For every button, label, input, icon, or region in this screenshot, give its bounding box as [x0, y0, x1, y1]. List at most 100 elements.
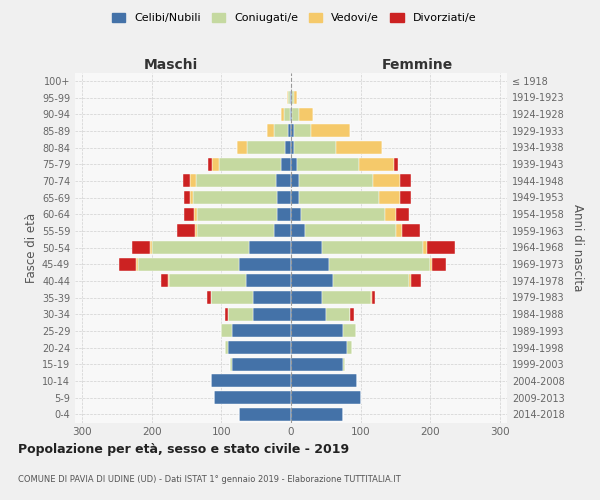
Bar: [291, 141, 295, 154]
Bar: [291, 341, 347, 354]
Bar: [277, 191, 291, 204]
Bar: [291, 241, 322, 254]
Bar: [161, 274, 169, 287]
Bar: [294, 91, 297, 104]
Bar: [385, 208, 395, 220]
Bar: [253, 308, 291, 320]
Bar: [212, 158, 218, 170]
Bar: [138, 258, 239, 270]
Bar: [305, 224, 395, 237]
Bar: [291, 391, 361, 404]
Bar: [211, 374, 291, 388]
Bar: [149, 241, 152, 254]
Bar: [291, 358, 343, 370]
Bar: [152, 241, 249, 254]
Bar: [132, 241, 149, 254]
Bar: [299, 174, 373, 188]
Bar: [196, 174, 275, 188]
Bar: [291, 374, 357, 388]
Bar: [236, 141, 247, 154]
Legend: Celibi/Nubili, Coniugati/e, Vedovi/e, Divorziati/e: Celibi/Nubili, Coniugati/e, Vedovi/e, Di…: [107, 8, 481, 28]
Bar: [284, 108, 290, 120]
Bar: [291, 124, 294, 138]
Bar: [291, 308, 326, 320]
Bar: [225, 341, 228, 354]
Bar: [373, 174, 400, 188]
Text: COMUNE DI PAVIA DI UDINE (UD) - Dati ISTAT 1° gennaio 2019 - Elaborazione TUTTIT: COMUNE DI PAVIA DI UDINE (UD) - Dati IST…: [18, 476, 401, 484]
Y-axis label: Fasce di età: Fasce di età: [25, 212, 38, 282]
Bar: [296, 158, 359, 170]
Bar: [136, 258, 138, 270]
Bar: [299, 191, 379, 204]
Bar: [427, 241, 455, 254]
Bar: [291, 408, 343, 420]
Bar: [274, 124, 287, 138]
Bar: [119, 258, 136, 270]
Bar: [400, 174, 411, 188]
Bar: [371, 291, 372, 304]
Bar: [184, 208, 194, 220]
Bar: [295, 141, 336, 154]
Bar: [311, 124, 350, 138]
Bar: [184, 191, 190, 204]
Bar: [333, 274, 409, 287]
Y-axis label: Anni di nascita: Anni di nascita: [571, 204, 584, 291]
Bar: [291, 258, 329, 270]
Bar: [291, 108, 292, 120]
Bar: [225, 308, 228, 320]
Bar: [403, 224, 420, 237]
Bar: [239, 408, 291, 420]
Bar: [239, 258, 291, 270]
Bar: [336, 141, 382, 154]
Bar: [208, 158, 212, 170]
Bar: [291, 274, 333, 287]
Bar: [253, 291, 291, 304]
Bar: [190, 191, 193, 204]
Bar: [329, 258, 430, 270]
Bar: [409, 274, 411, 287]
Bar: [287, 124, 291, 138]
Bar: [411, 274, 421, 287]
Bar: [247, 141, 286, 154]
Bar: [230, 358, 232, 370]
Bar: [395, 208, 409, 220]
Bar: [190, 174, 196, 188]
Bar: [299, 108, 313, 120]
Bar: [291, 174, 299, 188]
Bar: [350, 308, 354, 320]
Bar: [290, 108, 291, 120]
Bar: [326, 308, 350, 320]
Bar: [214, 391, 291, 404]
Bar: [424, 241, 427, 254]
Bar: [228, 341, 291, 354]
Bar: [194, 208, 197, 220]
Bar: [433, 258, 446, 270]
Bar: [288, 91, 290, 104]
Bar: [246, 274, 291, 287]
Bar: [394, 158, 398, 170]
Text: Popolazione per età, sesso e stato civile - 2019: Popolazione per età, sesso e stato civil…: [18, 442, 349, 456]
Bar: [347, 341, 352, 354]
Bar: [221, 324, 232, 338]
Bar: [281, 108, 284, 120]
Bar: [291, 191, 299, 204]
Bar: [291, 324, 343, 338]
Bar: [322, 241, 424, 254]
Bar: [183, 174, 190, 188]
Bar: [395, 224, 403, 237]
Bar: [301, 208, 385, 220]
Bar: [197, 224, 274, 237]
Bar: [292, 91, 294, 104]
Bar: [290, 91, 291, 104]
Bar: [274, 224, 291, 237]
Bar: [372, 291, 376, 304]
Bar: [211, 291, 253, 304]
Bar: [291, 208, 301, 220]
Bar: [169, 274, 246, 287]
Bar: [193, 191, 277, 204]
Bar: [379, 191, 400, 204]
Text: Maschi: Maschi: [144, 58, 198, 72]
Bar: [292, 108, 299, 120]
Bar: [287, 91, 288, 104]
Bar: [343, 324, 356, 338]
